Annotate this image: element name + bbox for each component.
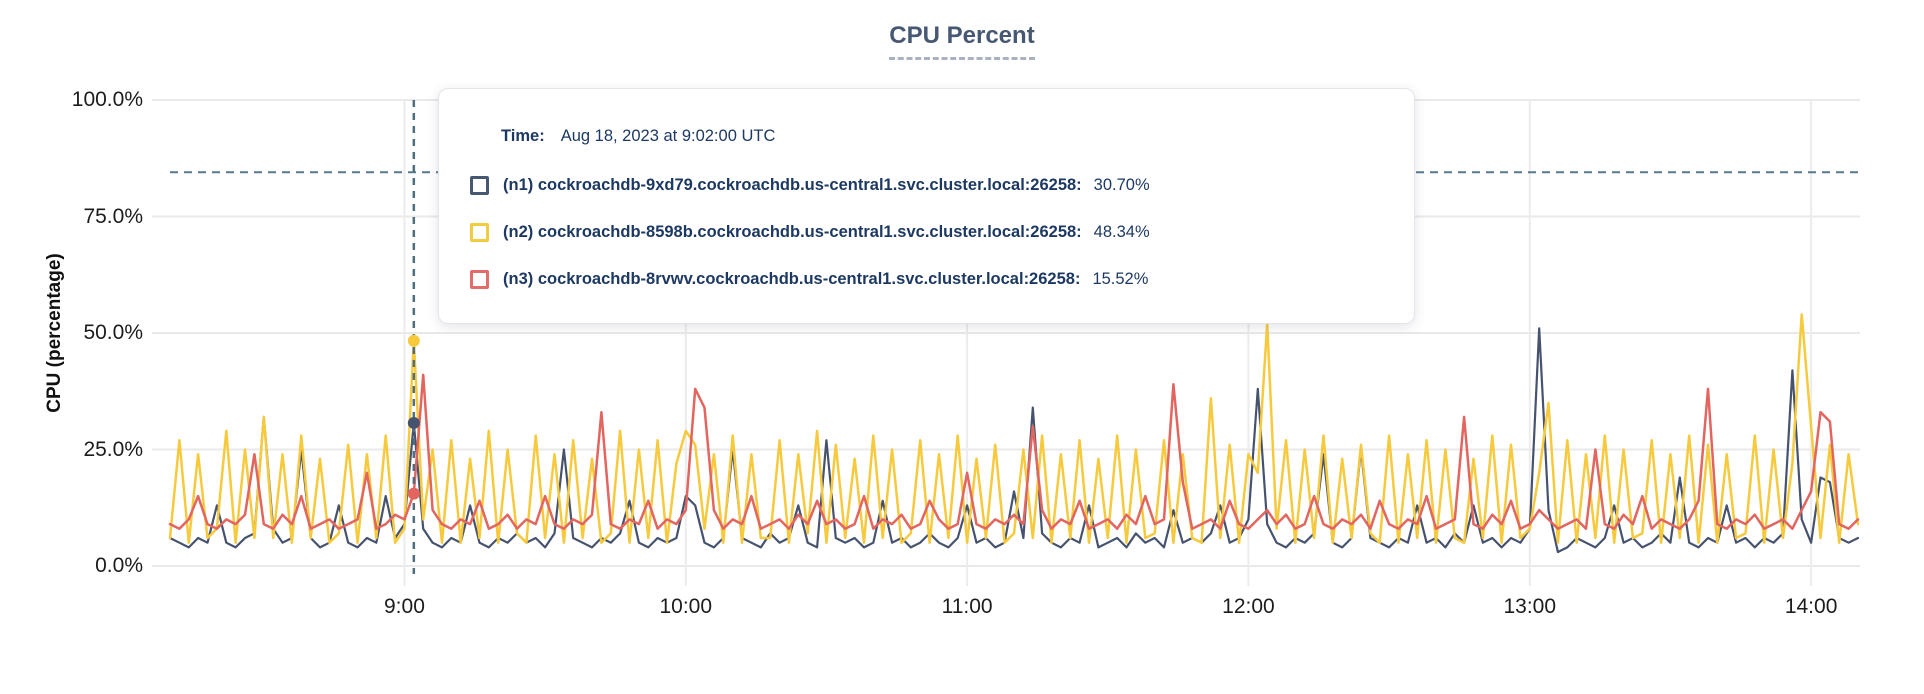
y-tick-label: 75.0%	[83, 204, 143, 228]
series-swatch-n1-icon	[470, 175, 489, 195]
hover-point-n3	[407, 487, 420, 500]
series-line-n2	[168, 313, 1860, 544]
x-tick-label: 9:00	[384, 595, 425, 618]
y-tick-label: 25.0%	[83, 437, 143, 461]
hover-point-n2	[407, 334, 420, 347]
tooltip-time-label: Time:	[501, 127, 545, 145]
series-swatch-n3-icon	[470, 269, 489, 289]
tooltip-series-label: (n2) cockroachdb-8598b.cockroachdb.us-ce…	[503, 222, 1082, 241]
y-tick-label: 100.0%	[71, 88, 143, 111]
x-tick-label: 12:00	[1222, 595, 1275, 618]
tooltip-series-row: (n1) cockroachdb-9xd79.cockroachdb.us-ce…	[470, 173, 1150, 197]
series-swatch-n2-icon	[470, 222, 489, 242]
tooltip-time-row: Time: Aug 18, 2023 at 9:02:00 UTC	[501, 127, 775, 146]
tooltip-series-row: (n3) cockroachdb-8rvwv.cockroachdb.us-ce…	[470, 267, 1148, 291]
hover-tooltip: Time: Aug 18, 2023 at 9:02:00 UTC (n1) co…	[438, 88, 1415, 324]
tooltip-series-value: 15.52%	[1092, 269, 1149, 288]
hover-point-n1	[407, 416, 420, 429]
tooltip-time-value: Aug 18, 2023 at 9:02:00 UTC	[560, 127, 776, 145]
x-tick-label: 13:00	[1503, 595, 1557, 618]
x-tick-label: 10:00	[659, 595, 713, 618]
tooltip-series-value: 30.70%	[1093, 175, 1150, 194]
tooltip-series-row: (n2) cockroachdb-8598b.cockroachdb.us-ce…	[470, 220, 1150, 244]
y-tick-label: 50.0%	[83, 321, 143, 344]
x-tick-label: 11:00	[941, 595, 993, 618]
tooltip-series-value: 48.34%	[1093, 222, 1150, 241]
y-tick-label: 0.0%	[95, 554, 143, 577]
tooltip-series-label: (n3) cockroachdb-8rvwv.cockroachdb.us-ce…	[503, 269, 1081, 288]
tooltip-series-label: (n1) cockroachdb-9xd79.cockroachdb.us-ce…	[503, 175, 1082, 194]
chart-title-wrap: CPU Percent	[0, 22, 1924, 60]
x-tick-label: 14:00	[1784, 595, 1838, 618]
series-line-n3	[168, 373, 1860, 530]
chart-title[interactable]: CPU Percent	[889, 22, 1035, 60]
